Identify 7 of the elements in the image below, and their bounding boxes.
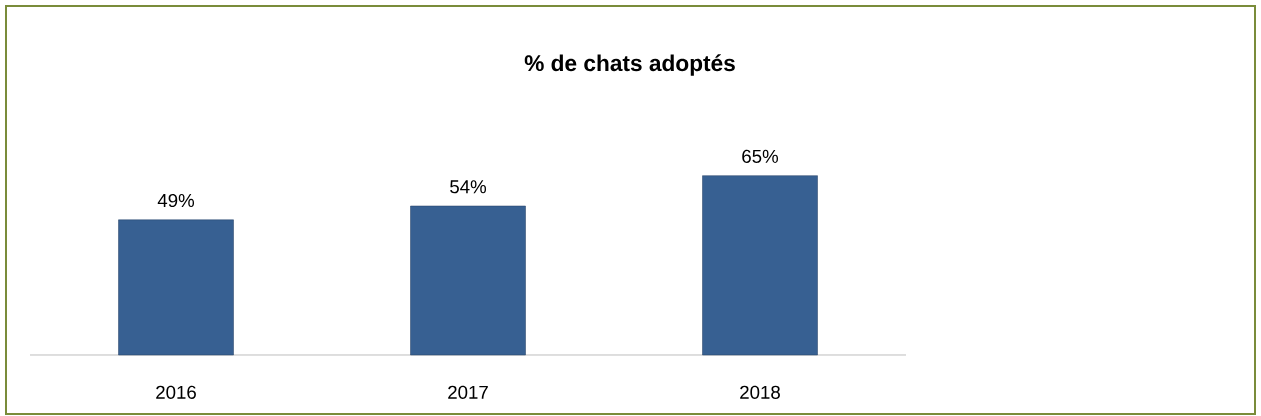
chart-title: % de chats adoptés xyxy=(524,54,735,76)
x-tick-label: 2017 xyxy=(448,385,488,399)
data-label: 49% xyxy=(157,193,195,208)
data-label: 54% xyxy=(450,180,487,194)
data-label: 65% xyxy=(742,149,779,163)
x-tick-label: 2018 xyxy=(740,385,780,399)
x-tick-label: 2016 xyxy=(156,385,196,399)
